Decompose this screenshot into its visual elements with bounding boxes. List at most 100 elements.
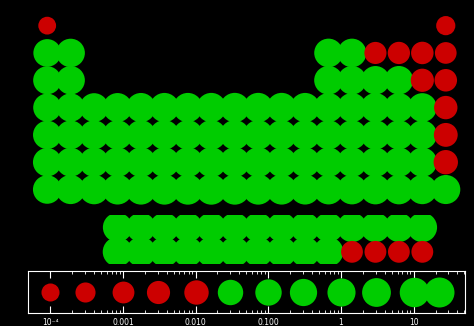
Point xyxy=(161,249,168,254)
Point xyxy=(395,160,403,165)
Point xyxy=(184,187,191,192)
Point xyxy=(44,50,51,55)
Point xyxy=(161,187,168,192)
Point xyxy=(299,289,307,294)
Point xyxy=(184,132,191,138)
Point xyxy=(419,249,426,254)
Point xyxy=(192,289,200,294)
Point xyxy=(67,160,74,165)
Point xyxy=(137,160,145,165)
Point xyxy=(442,23,449,28)
Point xyxy=(208,249,215,254)
Point xyxy=(208,132,215,138)
Point xyxy=(161,160,168,165)
Point xyxy=(325,132,332,138)
Point xyxy=(372,105,379,110)
Point xyxy=(114,160,121,165)
Point xyxy=(442,105,449,110)
Point xyxy=(301,249,309,254)
Point xyxy=(208,225,215,230)
Point xyxy=(325,249,332,254)
Point xyxy=(348,132,356,138)
Point xyxy=(419,78,426,83)
Point xyxy=(442,187,449,192)
Point xyxy=(44,160,51,165)
Point xyxy=(46,289,54,294)
Point xyxy=(137,105,145,110)
Point xyxy=(255,105,262,110)
Point xyxy=(44,132,51,138)
Point xyxy=(348,160,356,165)
Point xyxy=(81,289,89,294)
Point xyxy=(231,160,238,165)
Point xyxy=(301,225,309,230)
Point xyxy=(119,289,127,294)
Point xyxy=(44,23,51,28)
Point xyxy=(264,289,272,294)
Point xyxy=(419,160,426,165)
Point xyxy=(90,187,98,192)
Point xyxy=(161,225,168,230)
Point xyxy=(372,78,379,83)
Point xyxy=(278,160,285,165)
Point xyxy=(325,160,332,165)
Point xyxy=(90,132,98,138)
Point xyxy=(255,160,262,165)
Point xyxy=(90,160,98,165)
Point xyxy=(372,225,379,230)
Point xyxy=(184,105,191,110)
Point xyxy=(348,78,356,83)
Point xyxy=(184,160,191,165)
Point xyxy=(184,225,191,230)
Point xyxy=(208,160,215,165)
Point xyxy=(231,225,238,230)
Point xyxy=(435,289,442,294)
Point xyxy=(301,105,309,110)
Point xyxy=(348,187,356,192)
Point xyxy=(67,50,74,55)
Point xyxy=(137,225,145,230)
Point xyxy=(372,289,379,294)
Point xyxy=(231,249,238,254)
Point xyxy=(231,132,238,138)
Point xyxy=(325,187,332,192)
Point xyxy=(114,132,121,138)
Point xyxy=(44,187,51,192)
Point xyxy=(325,78,332,83)
Point xyxy=(395,187,403,192)
Point xyxy=(44,78,51,83)
Point xyxy=(395,78,403,83)
Point xyxy=(231,187,238,192)
Point xyxy=(278,187,285,192)
Point xyxy=(114,225,121,230)
Point xyxy=(395,225,403,230)
Point xyxy=(419,225,426,230)
Point xyxy=(372,50,379,55)
Point xyxy=(208,105,215,110)
Point xyxy=(419,105,426,110)
Point xyxy=(114,187,121,192)
Point xyxy=(184,249,191,254)
Point xyxy=(419,50,426,55)
Point xyxy=(301,187,309,192)
Point xyxy=(67,105,74,110)
Point xyxy=(137,132,145,138)
Point xyxy=(137,187,145,192)
Point xyxy=(255,187,262,192)
Point xyxy=(337,289,345,294)
Point xyxy=(348,225,356,230)
Point xyxy=(372,187,379,192)
Point xyxy=(442,132,449,138)
Point xyxy=(137,249,145,254)
Point xyxy=(90,105,98,110)
Point xyxy=(278,225,285,230)
Point xyxy=(372,249,379,254)
Point xyxy=(154,289,161,294)
Point xyxy=(372,132,379,138)
Point xyxy=(442,160,449,165)
Point xyxy=(44,105,51,110)
Point xyxy=(301,132,309,138)
Point xyxy=(114,249,121,254)
Point xyxy=(395,105,403,110)
Point xyxy=(395,132,403,138)
